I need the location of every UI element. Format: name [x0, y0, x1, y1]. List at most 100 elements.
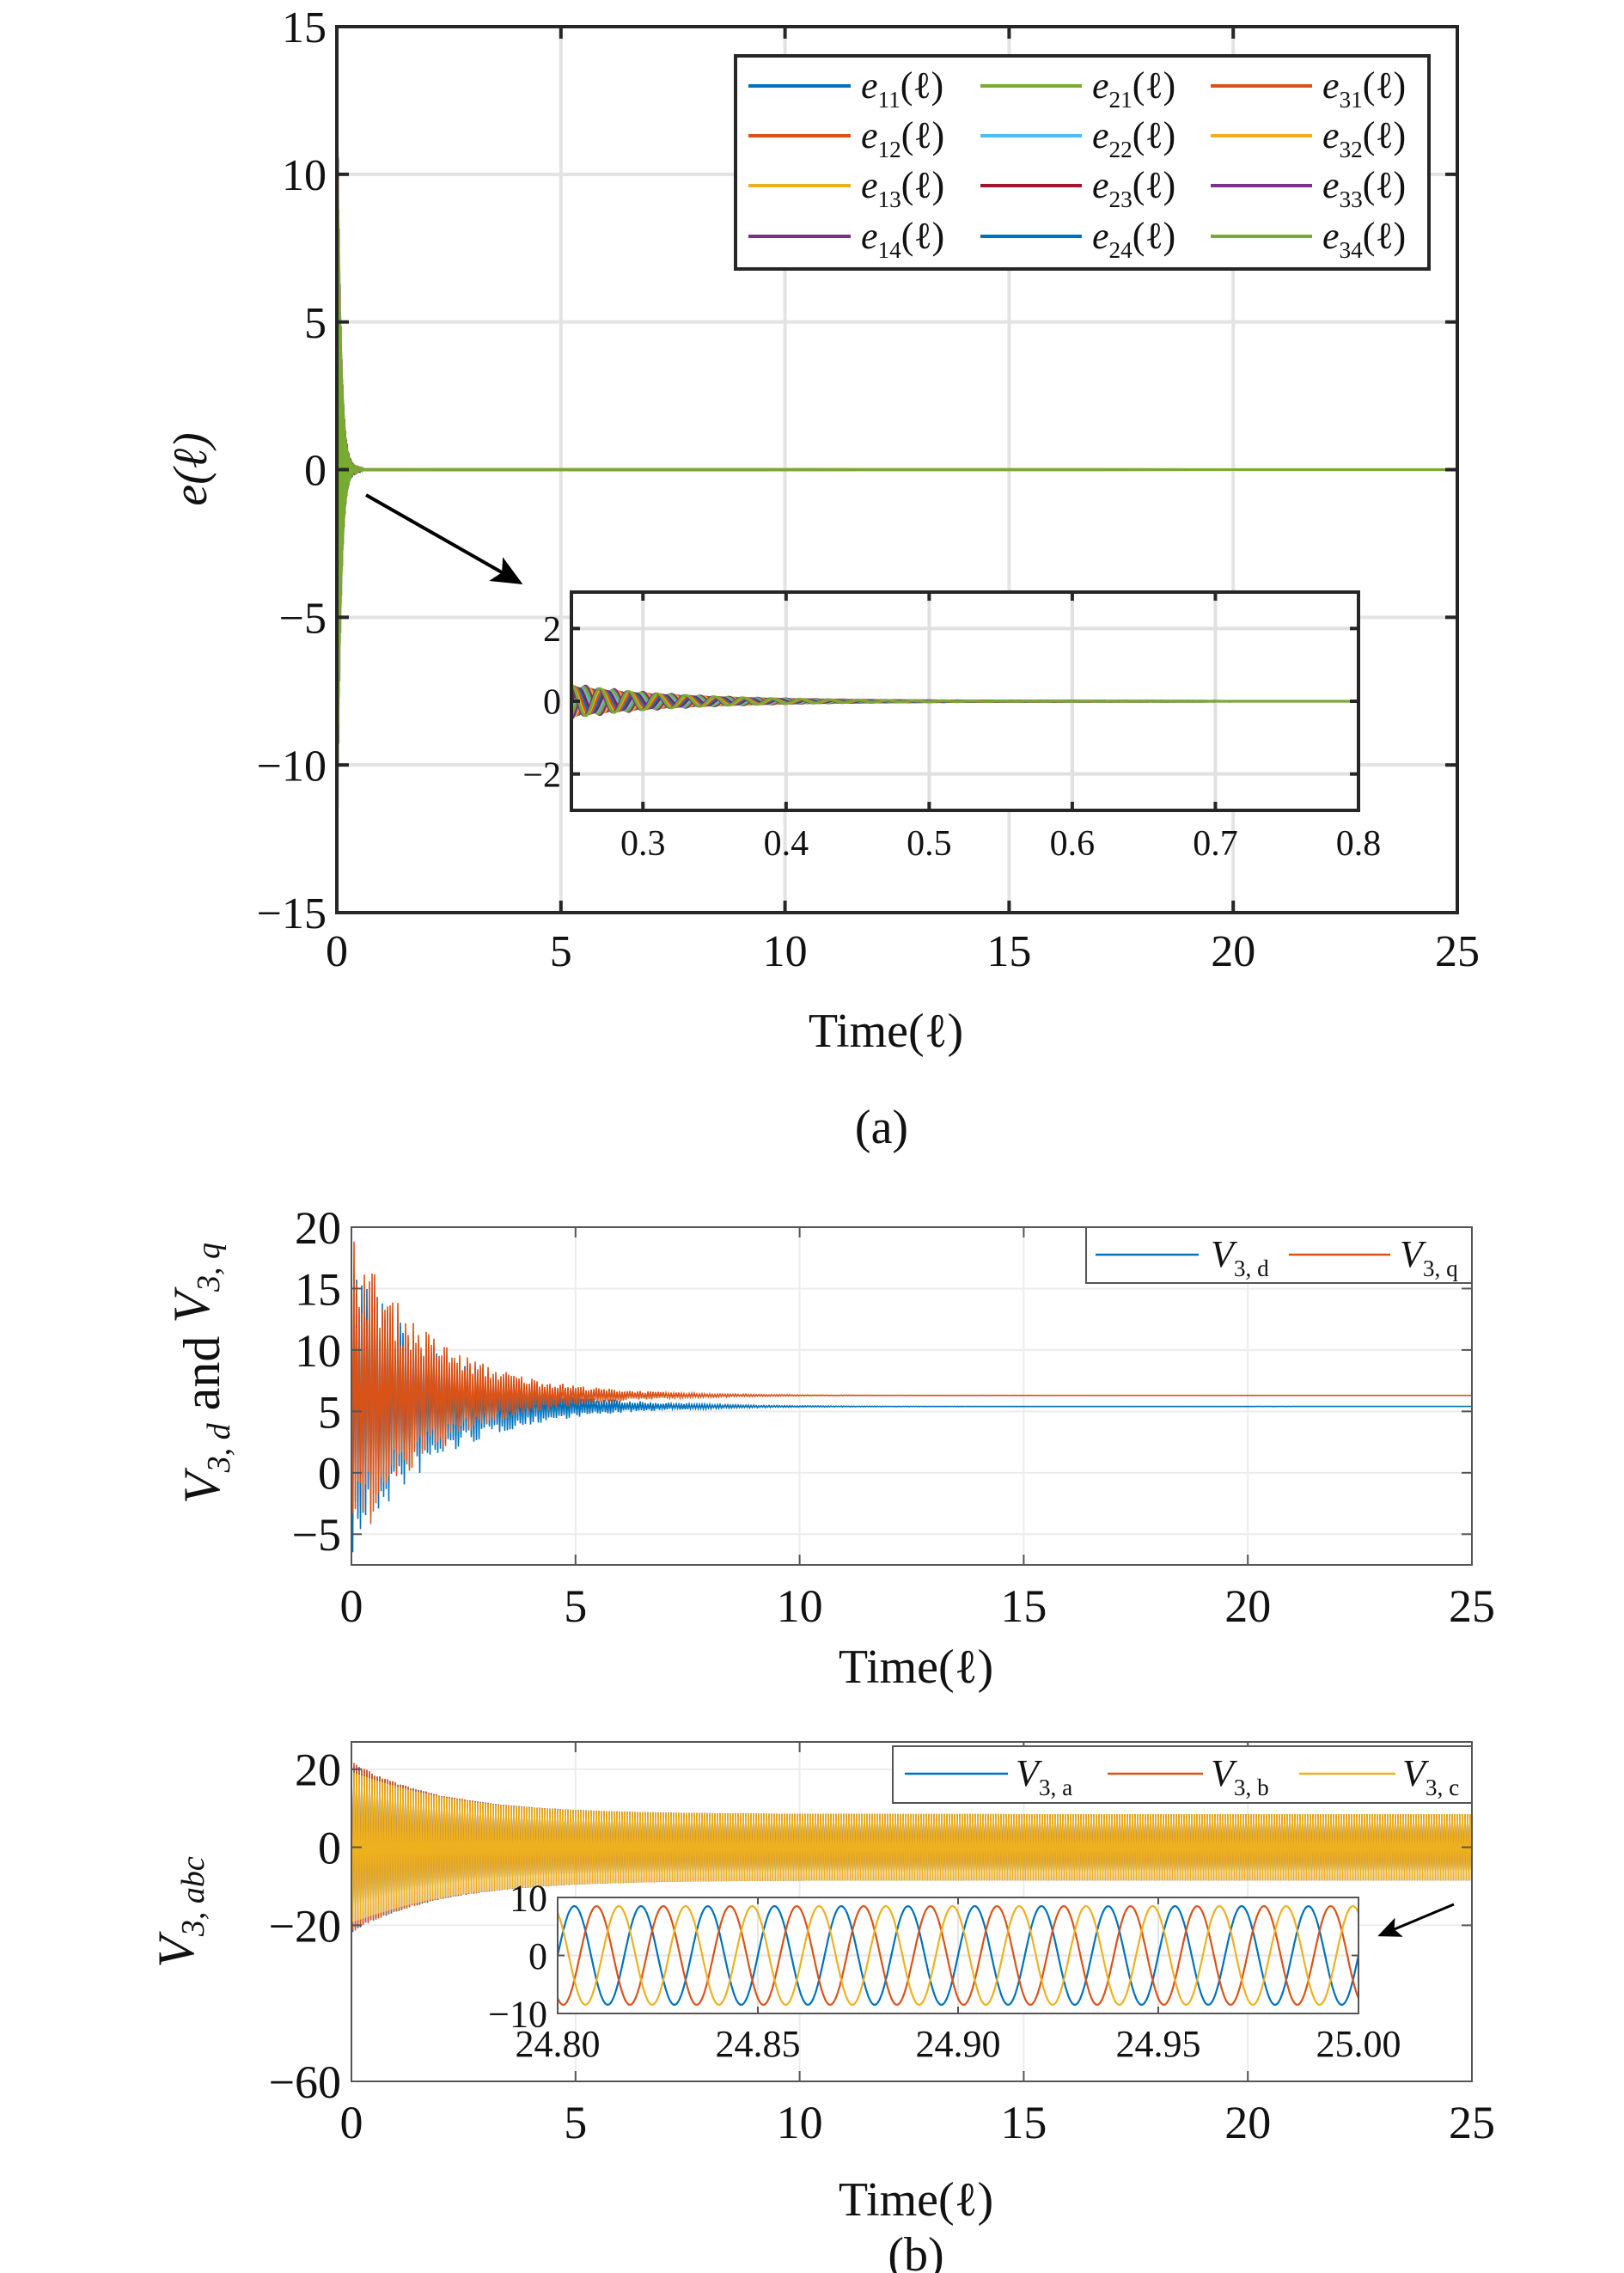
x-axis-label: Time(ℓ): [839, 2173, 993, 2227]
legend-label: e34(ℓ): [1322, 215, 1406, 263]
legend-label: e13(ℓ): [861, 164, 944, 212]
x-axis-label: Time(ℓ): [839, 1641, 993, 1694]
legend-item: e21(ℓ): [980, 64, 1175, 113]
panel-caption: (a): [855, 1101, 908, 1154]
x-tick-label: 0.5: [907, 824, 952, 864]
legend-label: e24(ℓ): [1092, 215, 1175, 263]
legend-item: e34(ℓ): [1211, 215, 1406, 263]
x-tick-label: 0.7: [1193, 824, 1238, 864]
x-tick-label: 0: [340, 2097, 363, 2148]
legend-label: V3, a: [1016, 1752, 1072, 1800]
x-tick-label: 0: [340, 1580, 363, 1632]
legend-item: V3, q: [1289, 1233, 1458, 1281]
legend-label: V3, q: [1400, 1233, 1458, 1281]
x-tick-label: 25.00: [1316, 2023, 1401, 2065]
y-tick-label: 5: [318, 1386, 341, 1438]
legend-item: V3, c: [1299, 1752, 1459, 1800]
legend-item: e23(ℓ): [980, 164, 1175, 212]
x-tick-label: 25: [1449, 1580, 1495, 1632]
x-tick-label: 15: [1000, 2097, 1047, 2148]
y-tick-label: 20: [295, 1202, 341, 1254]
x-tick-label: 5: [564, 2097, 587, 2148]
series-group: [351, 1762, 1472, 1933]
y-tick-label: −10: [488, 1993, 547, 2035]
x-tick-label: 20: [1224, 1580, 1271, 1632]
inset-a: 0.3 0.4 0.5 0.6 0.7 0.8 −2 0 2: [522, 590, 1382, 864]
legend-box: [734, 54, 1431, 271]
x-tick-label: 0: [326, 927, 348, 976]
inset-series-line-3c: [558, 1904, 1358, 2007]
axes-frame: [351, 1741, 1473, 2082]
legend-item: V3, a: [905, 1752, 1072, 1800]
y-tick-label: 2: [543, 610, 561, 650]
chart-b2: 0 5 10 15 20 25 −60 −20 0 20 V3, abc Time(ℓ)(b) V3, …: [148, 1741, 1495, 2273]
x-tick-label: 10: [763, 927, 808, 976]
legend-item: e13(ℓ): [748, 164, 944, 212]
x-tick-label: 24.85: [716, 2023, 801, 2065]
x-tick-label: 5: [550, 927, 572, 976]
legend-label: e31(ℓ): [1322, 64, 1406, 113]
legend-item: V3, d: [1096, 1233, 1269, 1281]
y-tick-label: −10: [257, 742, 327, 791]
y-axis-label: V3, d and V3, q: [163, 1243, 237, 1504]
y-tick-label: −5: [279, 595, 327, 644]
y-tick-label: 15: [282, 3, 327, 52]
series-group: [351, 1241, 1472, 1553]
chart-b1: 0 5 10 15 20 25 −5 0 5 10 15 20 V3, d and V3, q Time(…: [163, 1202, 1495, 1694]
panel-caption: (b): [888, 2228, 943, 2273]
legend-item: e22(ℓ): [980, 114, 1175, 162]
y-tick-label: 5: [304, 299, 327, 348]
y-tick-label: −20: [269, 1900, 341, 1952]
y-tick-label: 10: [510, 1877, 547, 1919]
legend-item: e31(ℓ): [1211, 64, 1406, 113]
x-tick-label: 0.4: [764, 824, 809, 864]
series-line-3d: [351, 1279, 1472, 1553]
series-group: [337, 64, 1457, 854]
y-tick-label: 0: [528, 1935, 547, 1977]
legend-label: e32(ℓ): [1322, 114, 1406, 162]
legend-label: e21(ℓ): [1092, 64, 1175, 113]
y-tick-label: 10: [295, 1325, 341, 1377]
x-tick-label: 15: [1000, 1580, 1047, 1632]
x-tick-label: 25: [1435, 927, 1480, 976]
legend-a: e11(ℓ)e12(ℓ)e13(ℓ)e14(ℓ) e21(ℓ)e22(ℓ)e23(…: [734, 54, 1431, 271]
x-tick-label: 0.6: [1050, 824, 1096, 864]
x-tick-label: 0.3: [620, 824, 666, 864]
legend-item: e32(ℓ): [1211, 114, 1406, 162]
x-tick-label: 24.80: [516, 2023, 601, 2065]
y-tick-label: 0: [543, 683, 561, 723]
legend-label: e14(ℓ): [861, 215, 944, 263]
x-tick-label: 10: [777, 2097, 823, 2148]
series-line-3c: [351, 1771, 1472, 1922]
legend-label: V3, c: [1402, 1752, 1459, 1800]
y-tick-label: 0: [318, 1822, 341, 1873]
y-tick-label: 0: [304, 447, 327, 496]
x-tick-label: 0.8: [1336, 824, 1382, 864]
y-tick-label: 15: [295, 1263, 341, 1315]
x-tick-label: 24.90: [916, 2023, 1001, 2065]
zoom-arrow-icon: [1377, 1903, 1455, 1937]
inset-series-line-3a: [558, 1904, 1358, 2007]
x-tick-label: 5: [564, 1580, 587, 1632]
legend-label: e12(ℓ): [861, 114, 944, 162]
inset-b2: 24.80 24.85 24.90 24.95 25.00 −10 0 10: [488, 1877, 1401, 2065]
y-axis-label: e(ℓ): [164, 432, 217, 505]
x-axis-label: Time(ℓ): [809, 1005, 963, 1058]
y-tick-label: −60: [269, 2056, 341, 2108]
x-tick-label: 10: [777, 1580, 823, 1632]
y-tick-label: −5: [292, 1509, 341, 1561]
x-tick-label: 20: [1224, 2097, 1271, 2148]
x-tick-label: 20: [1211, 927, 1255, 976]
inset-series-group: [558, 1904, 1358, 2007]
legend-item: e24(ℓ): [980, 215, 1175, 263]
x-tick-label: 24.95: [1116, 2023, 1201, 2065]
chart-a: 0 5 10 15 20 25−15−10−5051015e(ℓ)Time(ℓ)(a)0.…: [164, 3, 1480, 1154]
legend-item: e12(ℓ): [748, 114, 944, 162]
legend-label: e33(ℓ): [1322, 164, 1406, 212]
legend-item: e33(ℓ): [1211, 164, 1406, 212]
y-tick-label: −15: [257, 889, 327, 938]
y-tick-label: 10: [282, 151, 327, 200]
y-axis-label: V3, abc: [148, 1856, 211, 1968]
legend-b1: V3, d V3, q: [1085, 1226, 1473, 1284]
